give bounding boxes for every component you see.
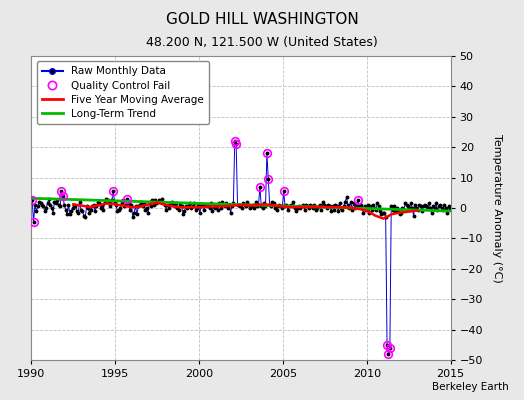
Legend: Raw Monthly Data, Quality Control Fail, Five Year Moving Average, Long-Term Tren: Raw Monthly Data, Quality Control Fail, … [37, 61, 209, 124]
Text: Berkeley Earth: Berkeley Earth [432, 382, 508, 392]
Text: GOLD HILL WASHINGTON: GOLD HILL WASHINGTON [166, 12, 358, 27]
Y-axis label: Temperature Anomaly (°C): Temperature Anomaly (°C) [492, 134, 501, 282]
Text: 48.200 N, 121.500 W (United States): 48.200 N, 121.500 W (United States) [146, 36, 378, 49]
